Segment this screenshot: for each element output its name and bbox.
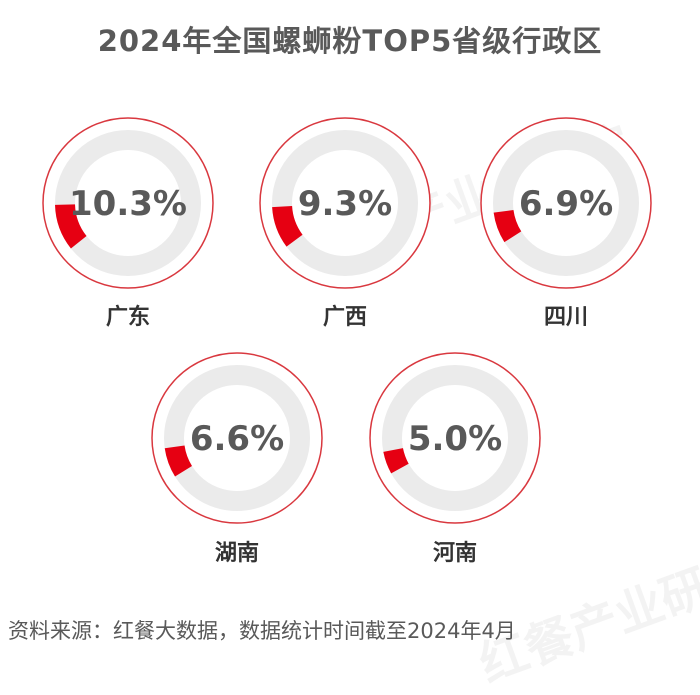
donut-value-arc: [272, 205, 303, 247]
donut-value-arc: [164, 444, 193, 477]
donut-category-label: 广东: [106, 304, 150, 330]
donut-value-label: 6.6%: [190, 419, 284, 459]
donut-value-label: 5.0%: [408, 419, 502, 459]
donut-value-label: 10.3%: [69, 184, 187, 224]
donut-chart-grid: 10.3% 广东 9.3% 广西 6.9% 四川 6.6% 湖南 5.0% 河南: [42, 117, 652, 566]
donut-category-label: 湖南: [215, 541, 259, 566]
donut-category-label: 广西: [323, 304, 367, 330]
donut-value-arc: [55, 203, 87, 249]
donut-2: 9.3% 广西: [259, 117, 431, 330]
donut-track: [55, 130, 201, 276]
donut-value-label: 6.9%: [519, 184, 613, 224]
donut-track: [272, 130, 418, 276]
donut-value-label: 9.3%: [298, 184, 392, 224]
donut-3: 6.9% 四川: [480, 117, 652, 330]
donut-value-arc: [383, 447, 409, 474]
donut-track: [382, 365, 528, 511]
donut-4: 6.6% 湖南: [151, 352, 323, 566]
donut-value-arc: [493, 209, 522, 243]
donut-track: [164, 365, 310, 511]
donut-5: 5.0% 河南: [369, 352, 541, 566]
donut-1: 10.3% 广东: [42, 117, 214, 330]
source-note: 资料来源：红餐大数据，数据统计时间截至2024年4月: [8, 619, 516, 643]
donut-track: [493, 130, 639, 276]
donut-category-label: 河南: [433, 541, 477, 566]
donut-category-label: 四川: [544, 305, 588, 330]
chart-title: 2024年全国螺蛳粉TOP5省级行政区: [97, 24, 603, 58]
